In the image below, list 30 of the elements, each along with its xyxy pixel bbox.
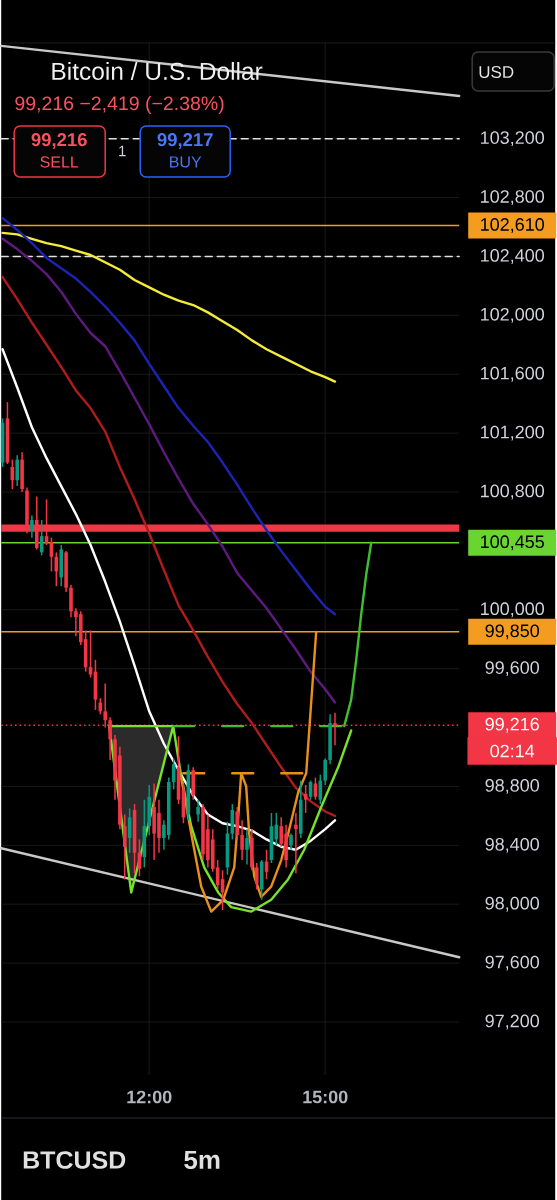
y-tick-label: 98,400 (485, 837, 540, 853)
annotation: 1 (119, 145, 126, 157)
y-tick-label: 101,200 (481, 425, 545, 441)
annotation: 99,217 (157, 133, 213, 149)
y-tick-label: 97,200 (485, 1014, 540, 1030)
text: 99,216 −2,419 (−2.38%) (15, 95, 224, 115)
ref-line-label: 102,610 (481, 218, 545, 233)
y-tick-label: 100,000 (481, 602, 545, 618)
ref-line-label: 100,455 (481, 535, 544, 551)
annotation: BUY (170, 156, 202, 168)
y-tick-label: 101,600 (481, 366, 545, 382)
text: 5m (184, 1150, 220, 1170)
y-tick-label: 98,000 (485, 896, 540, 912)
ref-line-label: 99,216 (485, 717, 539, 733)
y-tick-label: 97,600 (485, 955, 540, 971)
y-tick-label: 102,000 (481, 307, 545, 323)
y-tick-label: 102,400 (481, 249, 545, 264)
text: BTCUSD (23, 1151, 126, 1169)
y-tick-label: 100,800 (481, 484, 545, 500)
ref-line-label: 99,850 (485, 624, 540, 640)
annotation: 99,216 (31, 133, 87, 149)
y-tick-label: 103,200 (481, 131, 545, 147)
annotation: SELL (40, 156, 79, 168)
text: USD (479, 65, 514, 79)
y-tick-label: 102,800 (481, 190, 545, 205)
y-tick-label: 98,800 (485, 779, 540, 794)
x-tick-label: 15:00 (303, 1090, 348, 1104)
y-tick-label: 99,600 (485, 661, 540, 677)
text: 02:14 (490, 744, 535, 758)
x-tick-label: 12:00 (127, 1090, 172, 1104)
